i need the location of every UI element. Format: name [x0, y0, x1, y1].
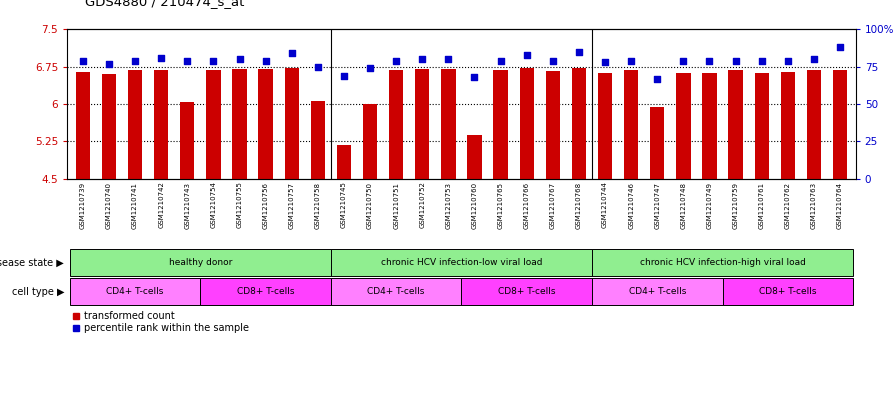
Bar	[650, 107, 665, 179]
Point	[415, 56, 429, 62]
Bar	[331, 249, 592, 276]
Point	[624, 58, 638, 64]
Bar	[676, 73, 691, 179]
Point	[154, 55, 168, 61]
Bar	[206, 70, 220, 179]
Point	[389, 58, 403, 64]
Bar	[389, 70, 403, 179]
Point	[180, 58, 194, 64]
Point	[258, 58, 272, 64]
Bar	[806, 70, 821, 179]
Point	[702, 58, 717, 64]
Bar	[258, 69, 272, 179]
Point	[468, 74, 482, 81]
Point	[754, 58, 769, 64]
Text: CD8+ T-cells: CD8+ T-cells	[498, 287, 556, 296]
Point	[206, 58, 220, 64]
Text: CD8+ T-cells: CD8+ T-cells	[759, 287, 816, 296]
Point	[128, 58, 142, 64]
Point	[494, 58, 508, 64]
Bar	[461, 278, 592, 305]
Bar	[833, 70, 848, 179]
Bar	[598, 73, 612, 179]
Text: chronic HCV infection-high viral load: chronic HCV infection-high viral load	[640, 258, 806, 267]
Point	[833, 44, 848, 51]
Text: chronic HCV infection-low viral load: chronic HCV infection-low viral load	[381, 258, 542, 267]
Bar	[285, 68, 299, 179]
Bar	[70, 249, 331, 276]
Text: cell type ▶: cell type ▶	[12, 287, 65, 297]
Point	[780, 58, 795, 64]
Bar	[520, 68, 534, 179]
Bar	[468, 135, 482, 179]
Point	[546, 58, 560, 64]
Text: CD8+ T-cells: CD8+ T-cells	[237, 287, 295, 296]
Point	[598, 59, 612, 66]
Bar	[201, 278, 331, 305]
Bar	[624, 70, 638, 179]
Text: healthy donor: healthy donor	[168, 258, 232, 267]
Legend: transformed count, percentile rank within the sample: transformed count, percentile rank withi…	[72, 311, 249, 333]
Bar	[337, 145, 351, 179]
Bar	[754, 73, 769, 179]
Bar	[331, 278, 461, 305]
Bar	[592, 249, 853, 276]
Text: CD4+ T-cells: CD4+ T-cells	[367, 287, 425, 296]
Bar	[180, 102, 194, 179]
Point	[75, 58, 90, 64]
Bar	[415, 69, 429, 179]
Bar	[441, 69, 455, 179]
Point	[232, 56, 246, 62]
Bar	[572, 68, 586, 179]
Bar	[494, 70, 508, 179]
Point	[728, 58, 743, 64]
Bar	[128, 70, 142, 179]
Text: disease state ▶: disease state ▶	[0, 257, 65, 267]
Bar	[780, 72, 795, 179]
Bar	[363, 104, 377, 179]
Point	[520, 52, 534, 58]
Point	[311, 64, 325, 70]
Bar	[702, 73, 717, 179]
Point	[676, 58, 691, 64]
Bar	[232, 69, 246, 179]
Bar	[722, 278, 853, 305]
Text: GDS4880 / 210474_s_at: GDS4880 / 210474_s_at	[85, 0, 245, 8]
Bar	[592, 278, 722, 305]
Bar	[154, 70, 168, 179]
Point	[650, 75, 665, 82]
Text: CD4+ T-cells: CD4+ T-cells	[107, 287, 164, 296]
Bar	[546, 71, 560, 179]
Point	[572, 49, 586, 55]
Point	[441, 56, 455, 62]
Bar	[75, 72, 90, 179]
Text: CD4+ T-cells: CD4+ T-cells	[629, 287, 686, 296]
Point	[806, 56, 821, 62]
Bar	[311, 101, 325, 179]
Bar	[102, 74, 116, 179]
Bar	[728, 70, 743, 179]
Point	[337, 73, 351, 79]
Point	[363, 65, 377, 72]
Point	[285, 50, 299, 57]
Point	[102, 61, 116, 67]
Bar	[70, 278, 201, 305]
